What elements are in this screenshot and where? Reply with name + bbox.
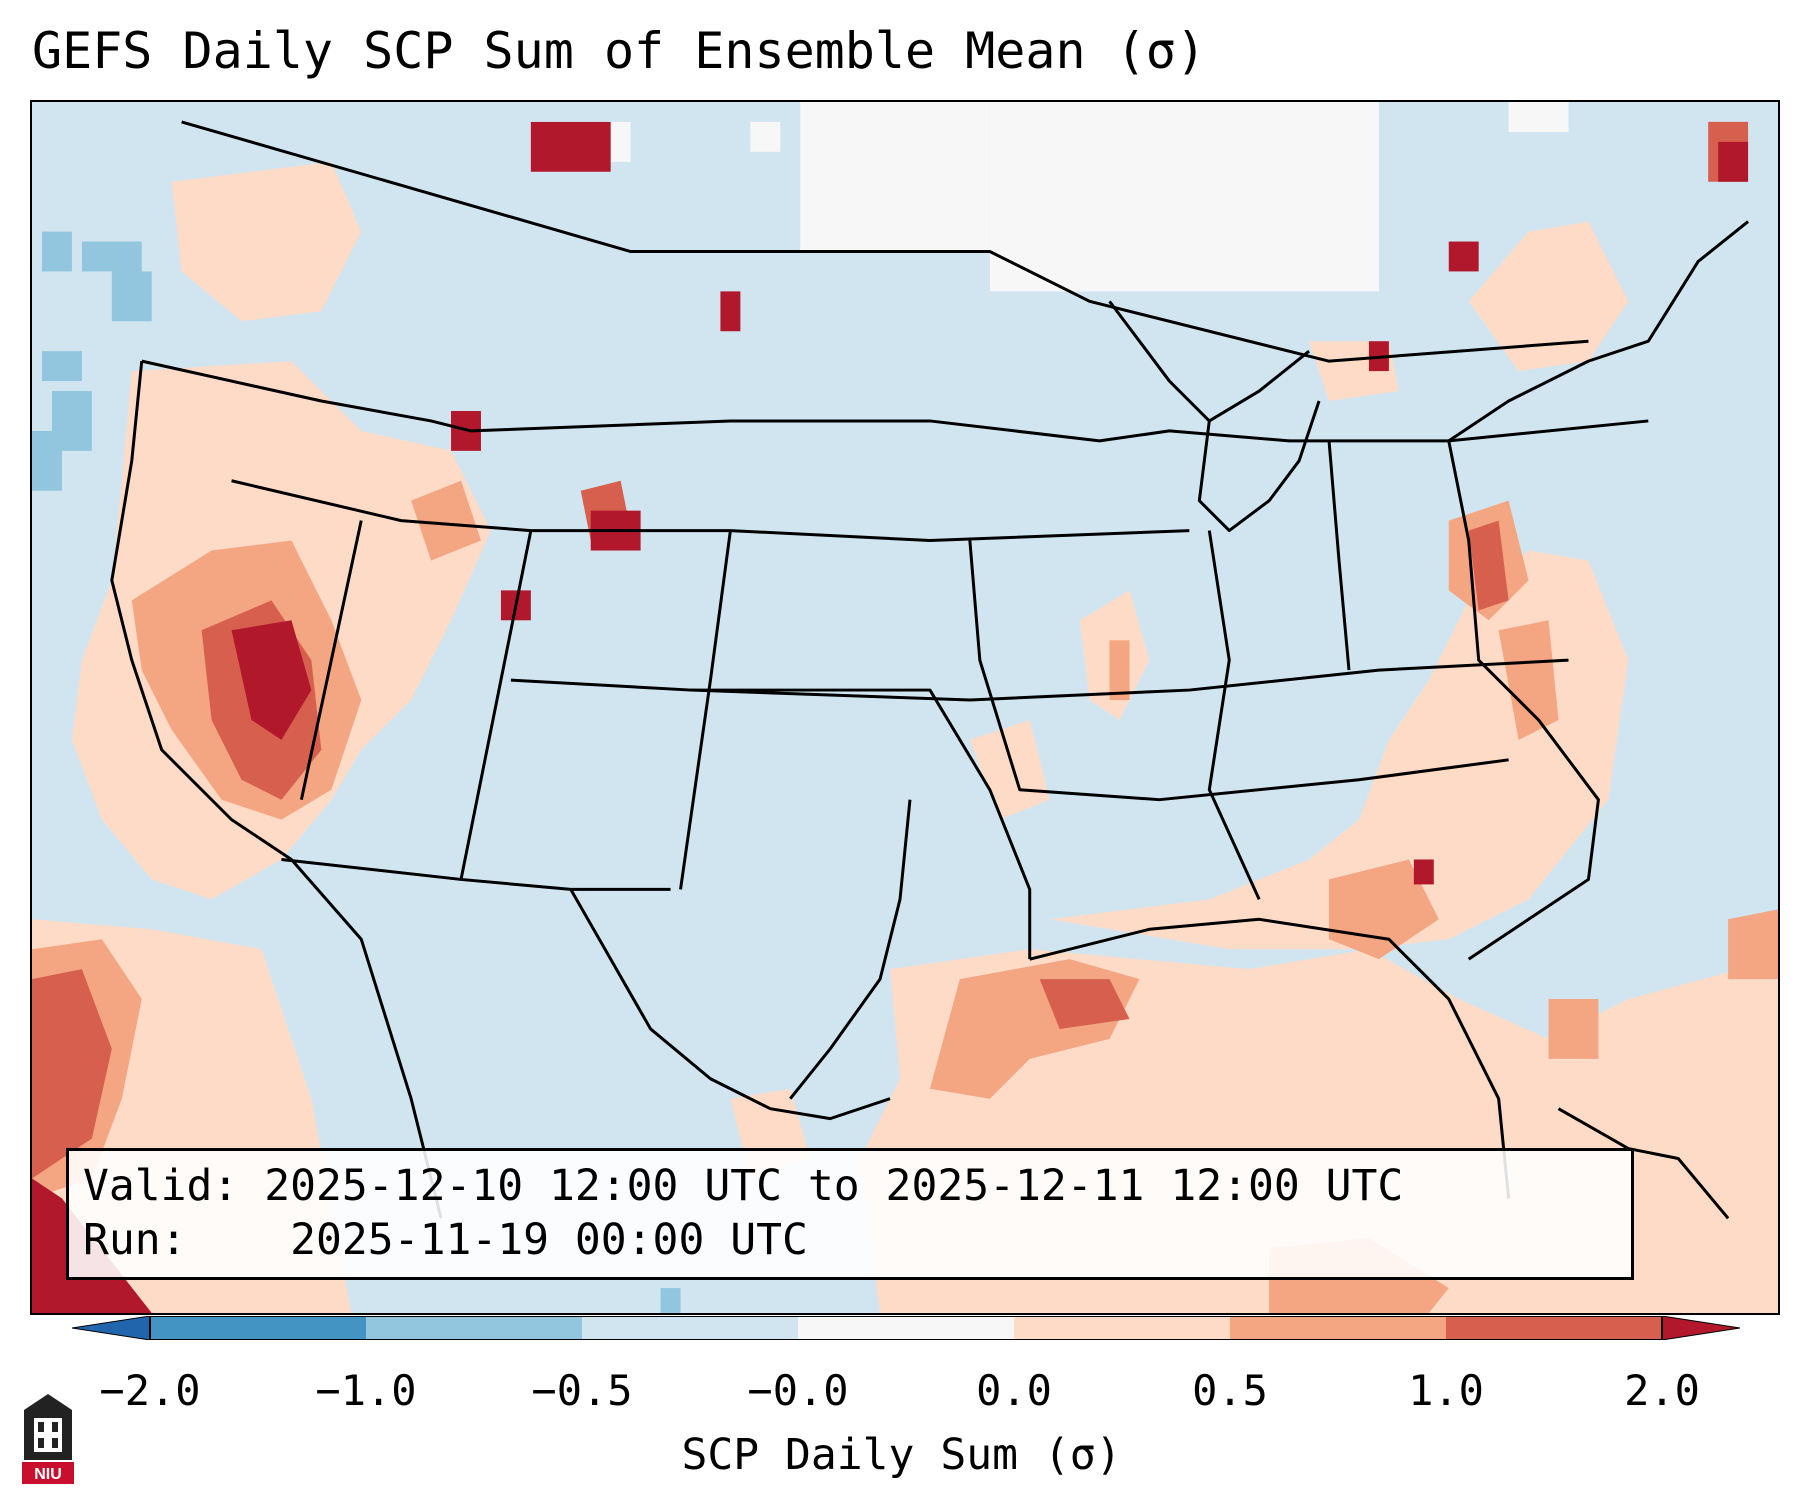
colorbar-tick-3: −0.5 <box>531 1366 633 1415</box>
boundaries <box>110 120 1750 1220</box>
colorbar-tick-5: 0.0 <box>976 1366 1052 1415</box>
colorbar-label: SCP Daily Sum (σ) <box>681 1430 1122 1480</box>
scp-map <box>32 102 1778 1313</box>
map-title: GEFS Daily SCP Sum of Ensemble Mean (σ) <box>32 22 1206 80</box>
niu-logo: NIU <box>22 1394 74 1484</box>
colorbar-segment-6 <box>1230 1316 1446 1340</box>
valid-run-info-box: Valid: 2025-12-10 12:00 UTC to 2025-12-1… <box>66 1148 1634 1280</box>
colorbar-segment-4 <box>798 1316 1014 1340</box>
valid-label: Valid: <box>83 1161 239 1211</box>
colorbar-segment-2 <box>366 1316 582 1340</box>
negative-patches <box>32 231 681 1313</box>
colorbar-tick-6: 0.5 <box>1192 1366 1268 1415</box>
colorbar-segment-3 <box>582 1316 798 1340</box>
colorbar-segment-1 <box>150 1316 366 1340</box>
colorbar-under-triangle <box>72 1316 151 1340</box>
colorbar-segment-7 <box>1446 1316 1662 1340</box>
near-zero-patches <box>590 102 1569 292</box>
colorbar-tick-4: −0.0 <box>747 1366 849 1415</box>
map-panel[interactable] <box>30 100 1780 1315</box>
run-label: Run: <box>83 1215 187 1265</box>
colorbar-tick-2: −1.0 <box>315 1366 417 1415</box>
colorbar-tick-1: −2.0 <box>99 1366 201 1415</box>
colorbar-over-triangle <box>1661 1316 1740 1340</box>
colorbar <box>72 1316 1740 1340</box>
valid-time-range: 2025-12-10 12:00 UTC to 2025-12-11 12:00… <box>264 1161 1404 1211</box>
run-time: 2025-11-19 00:00 UTC <box>290 1215 808 1265</box>
logo-text: NIU <box>34 1466 62 1483</box>
colorbar-tick-8: 2.0 <box>1624 1366 1700 1415</box>
colorbar-outline <box>149 1316 1663 1340</box>
colorbar-tick-7: 1.0 <box>1408 1366 1484 1415</box>
colorbar-segment-5 <box>1014 1316 1230 1340</box>
